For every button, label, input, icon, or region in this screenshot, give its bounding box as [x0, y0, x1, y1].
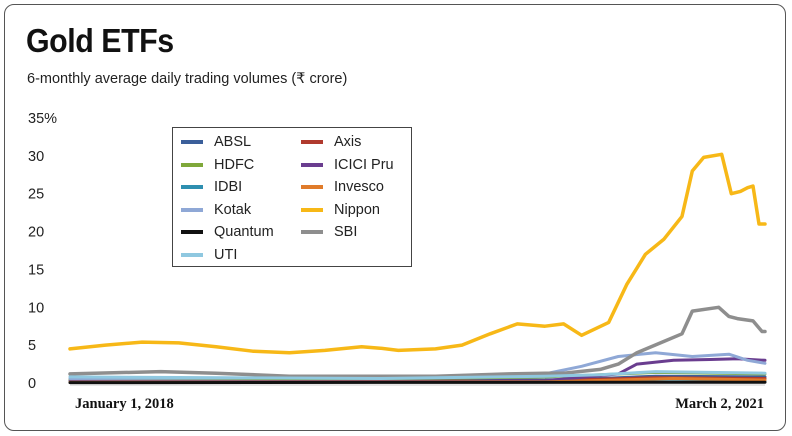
y-tick-label: 10 — [28, 300, 44, 316]
legend-swatch — [181, 185, 203, 189]
legend-label: Axis — [334, 134, 362, 150]
legend-label: ABSL — [214, 134, 252, 150]
legend-swatch — [301, 185, 323, 189]
legend-swatch — [301, 230, 323, 234]
legend-swatch — [181, 207, 203, 212]
legend-swatch — [181, 252, 203, 257]
legend-swatch — [181, 140, 203, 144]
y-tick-label: 25 — [28, 187, 44, 203]
legend-label: SBI — [334, 224, 358, 240]
series-line-sbi — [68, 305, 767, 378]
legend-swatch — [181, 162, 203, 167]
legend-label: Quantum — [214, 224, 274, 240]
legend-swatch — [301, 140, 323, 144]
x-end-label: March 2, 2021 — [675, 396, 764, 412]
y-axis-ticks: 35% 30 25 20 15 10 5 0 — [28, 111, 57, 392]
legend-label: Nippon — [334, 201, 380, 218]
legend-label: ICICI Pru — [334, 156, 394, 173]
chart-subtitle: 6-monthly average daily trading volumes … — [27, 71, 348, 87]
y-tick-label: 15 — [28, 262, 44, 278]
legend-label: Invesco — [334, 179, 384, 195]
legend-swatch — [301, 207, 323, 212]
y-tick-label: 0 — [28, 376, 36, 392]
y-tick-label: 30 — [28, 149, 44, 165]
legend-label: Kotak — [214, 201, 252, 218]
legend-swatch — [181, 230, 203, 234]
series-line-uti — [68, 370, 767, 380]
y-tick-label: 20 — [28, 225, 44, 241]
y-tick-label: 5 — [28, 338, 36, 354]
legend-label: HDFC — [214, 156, 255, 173]
legend-label: UTI — [214, 246, 238, 263]
x-start-label: January 1, 2018 — [75, 396, 174, 412]
legend-swatch — [301, 162, 323, 167]
series-line-nippon — [68, 152, 767, 355]
y-tick-label: 35% — [28, 111, 57, 127]
series-lines — [68, 152, 767, 385]
chart-legend: ABSL HDFC IDBI Kotak Quantum UTI Axis ICICI Pru… — [172, 127, 412, 267]
chart-title: Gold ETFs — [26, 22, 174, 59]
legend-label: IDBI — [214, 179, 243, 195]
